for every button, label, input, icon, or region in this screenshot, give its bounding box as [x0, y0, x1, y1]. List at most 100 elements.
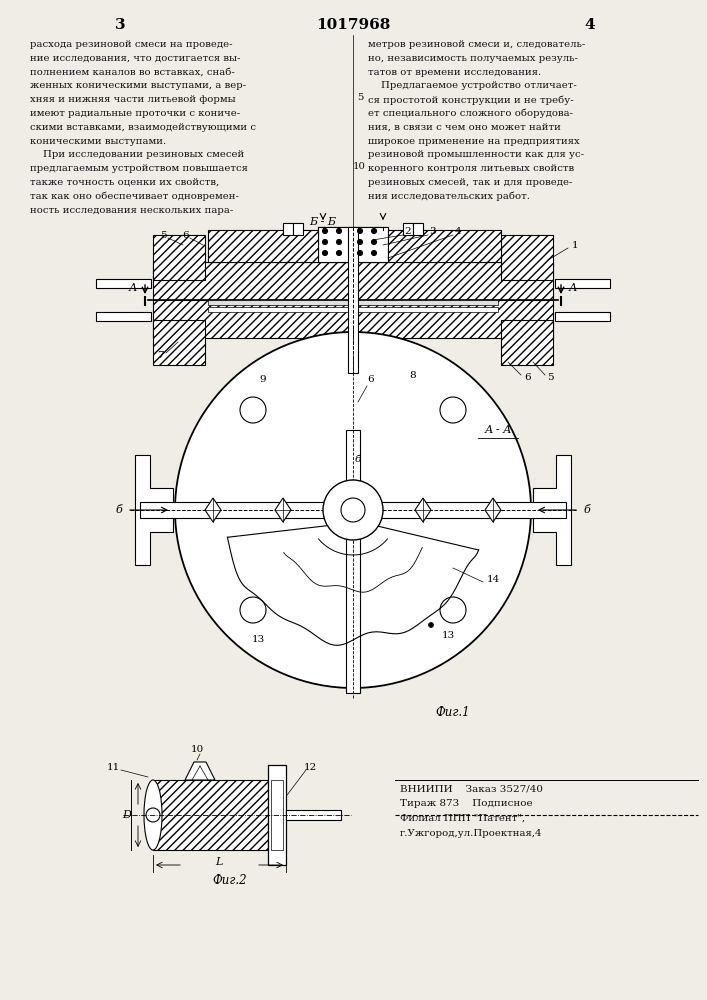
Bar: [501, 235, 553, 280]
Bar: [346, 430, 360, 693]
Text: 6: 6: [525, 373, 532, 382]
Circle shape: [337, 250, 341, 255]
Text: Предлагаемое устройство отличает-: Предлагаемое устройство отличает-: [368, 81, 577, 90]
Text: 6: 6: [368, 375, 374, 384]
Circle shape: [358, 229, 363, 233]
Text: А - А: А - А: [484, 425, 512, 435]
Circle shape: [323, 480, 383, 540]
Text: ние исследования, что достигается вы-: ние исследования, что достигается вы-: [30, 54, 240, 63]
Text: но, независимость получаемых резуль-: но, независимость получаемых резуль-: [368, 54, 578, 63]
Bar: [348, 227, 358, 373]
Bar: [140, 502, 566, 518]
Text: 10: 10: [353, 162, 366, 171]
Text: 1017968: 1017968: [316, 18, 390, 32]
Text: 3: 3: [430, 228, 436, 236]
Text: б: б: [116, 505, 122, 515]
Circle shape: [440, 397, 466, 423]
Text: 5: 5: [547, 373, 554, 382]
Text: ния исследовательских работ.: ния исследовательских работ.: [368, 192, 530, 201]
Text: б: б: [355, 456, 361, 464]
Bar: [208, 230, 318, 262]
Bar: [153, 300, 553, 338]
Text: 13: 13: [441, 631, 455, 640]
Bar: [388, 230, 501, 262]
Bar: [555, 279, 610, 288]
Text: 13: 13: [252, 636, 264, 645]
Text: А: А: [569, 283, 577, 293]
Text: 12: 12: [303, 764, 317, 772]
Text: имеют радиальные проточки с кониче-: имеют радиальные проточки с кониче-: [30, 109, 240, 118]
Bar: [501, 320, 553, 365]
Bar: [353, 227, 388, 262]
Text: 2: 2: [404, 228, 411, 236]
Text: также точность оценки их свойств,: также точность оценки их свойств,: [30, 178, 219, 187]
Circle shape: [322, 250, 327, 255]
Circle shape: [322, 229, 327, 233]
Bar: [318, 227, 353, 262]
Bar: [153, 780, 268, 850]
Polygon shape: [485, 498, 501, 522]
Text: татов от времени исследования.: татов от времени исследования.: [368, 68, 542, 77]
Bar: [286, 810, 341, 820]
Text: так как оно обеспечивает одновремен-: так как оно обеспечивает одновремен-: [30, 192, 239, 201]
Circle shape: [371, 250, 377, 255]
Text: 7: 7: [157, 351, 163, 360]
Text: б: б: [583, 505, 590, 515]
Text: полнением каналов во вставках, снаб-: полнением каналов во вставках, снаб-: [30, 68, 235, 77]
Bar: [293, 223, 303, 235]
Polygon shape: [275, 498, 291, 522]
Text: Фиг.1: Фиг.1: [436, 706, 470, 720]
Circle shape: [337, 239, 341, 244]
Bar: [403, 223, 413, 235]
Text: г.Ужгород,ул.Проектная,4: г.Ужгород,ул.Проектная,4: [400, 828, 542, 838]
Text: 5: 5: [160, 231, 166, 239]
Circle shape: [358, 250, 363, 255]
Text: ность исследования нескольких пара-: ность исследования нескольких пара-: [30, 206, 233, 215]
Polygon shape: [135, 455, 173, 565]
Text: ся простотой конструкции и не требу-: ся простотой конструкции и не требу-: [368, 95, 573, 105]
Text: ВНИИПИ    Заказ 3527/40: ВНИИПИ Заказ 3527/40: [400, 785, 543, 794]
Circle shape: [146, 808, 160, 822]
Text: ния, в связи с чем оно может найти: ния, в связи с чем оно может найти: [368, 123, 561, 132]
Text: 11: 11: [106, 764, 119, 772]
Text: широкое применение на предприятиях: широкое применение на предприятиях: [368, 137, 580, 146]
Circle shape: [358, 239, 363, 244]
Text: резиновой промышленности как для ус-: резиновой промышленности как для ус-: [368, 150, 584, 159]
Text: L: L: [216, 857, 223, 867]
Text: расхода резиновой смеси на проведе-: расхода резиновой смеси на проведе-: [30, 40, 233, 49]
Text: ет специального сложного оборудова-: ет специального сложного оборудова-: [368, 109, 573, 118]
Text: D: D: [122, 810, 132, 820]
Text: хняя и нижняя части литьевой формы: хняя и нижняя части литьевой формы: [30, 95, 235, 104]
Polygon shape: [415, 498, 431, 522]
Bar: [208, 300, 498, 305]
Polygon shape: [205, 498, 221, 522]
Text: 6: 6: [182, 231, 189, 239]
Bar: [413, 223, 423, 235]
Bar: [96, 312, 151, 321]
Text: 10: 10: [190, 746, 204, 754]
Circle shape: [371, 229, 377, 233]
Bar: [555, 312, 610, 321]
Bar: [153, 235, 205, 280]
Bar: [153, 262, 553, 300]
Text: Тираж 873    Подписное: Тираж 873 Подписное: [400, 800, 532, 808]
Bar: [268, 765, 286, 865]
Circle shape: [371, 239, 377, 244]
Text: 5: 5: [357, 93, 363, 102]
Bar: [208, 307, 498, 312]
Circle shape: [337, 229, 341, 233]
Polygon shape: [185, 762, 215, 780]
Circle shape: [440, 597, 466, 623]
Circle shape: [341, 498, 365, 522]
Text: При исследовании резиновых смесей: При исследовании резиновых смесей: [30, 150, 244, 159]
Bar: [153, 320, 205, 365]
Bar: [96, 279, 151, 288]
Bar: [271, 780, 283, 850]
Text: Фиг.2: Фиг.2: [213, 874, 247, 886]
Circle shape: [240, 397, 266, 423]
Circle shape: [428, 622, 433, 628]
Text: 9: 9: [259, 375, 267, 384]
Text: предлагаемым устройством повышается: предлагаемым устройством повышается: [30, 164, 248, 173]
Text: коренного контроля литьевых свойств: коренного контроля литьевых свойств: [368, 164, 574, 173]
Text: коническими выступами.: коническими выступами.: [30, 137, 166, 146]
